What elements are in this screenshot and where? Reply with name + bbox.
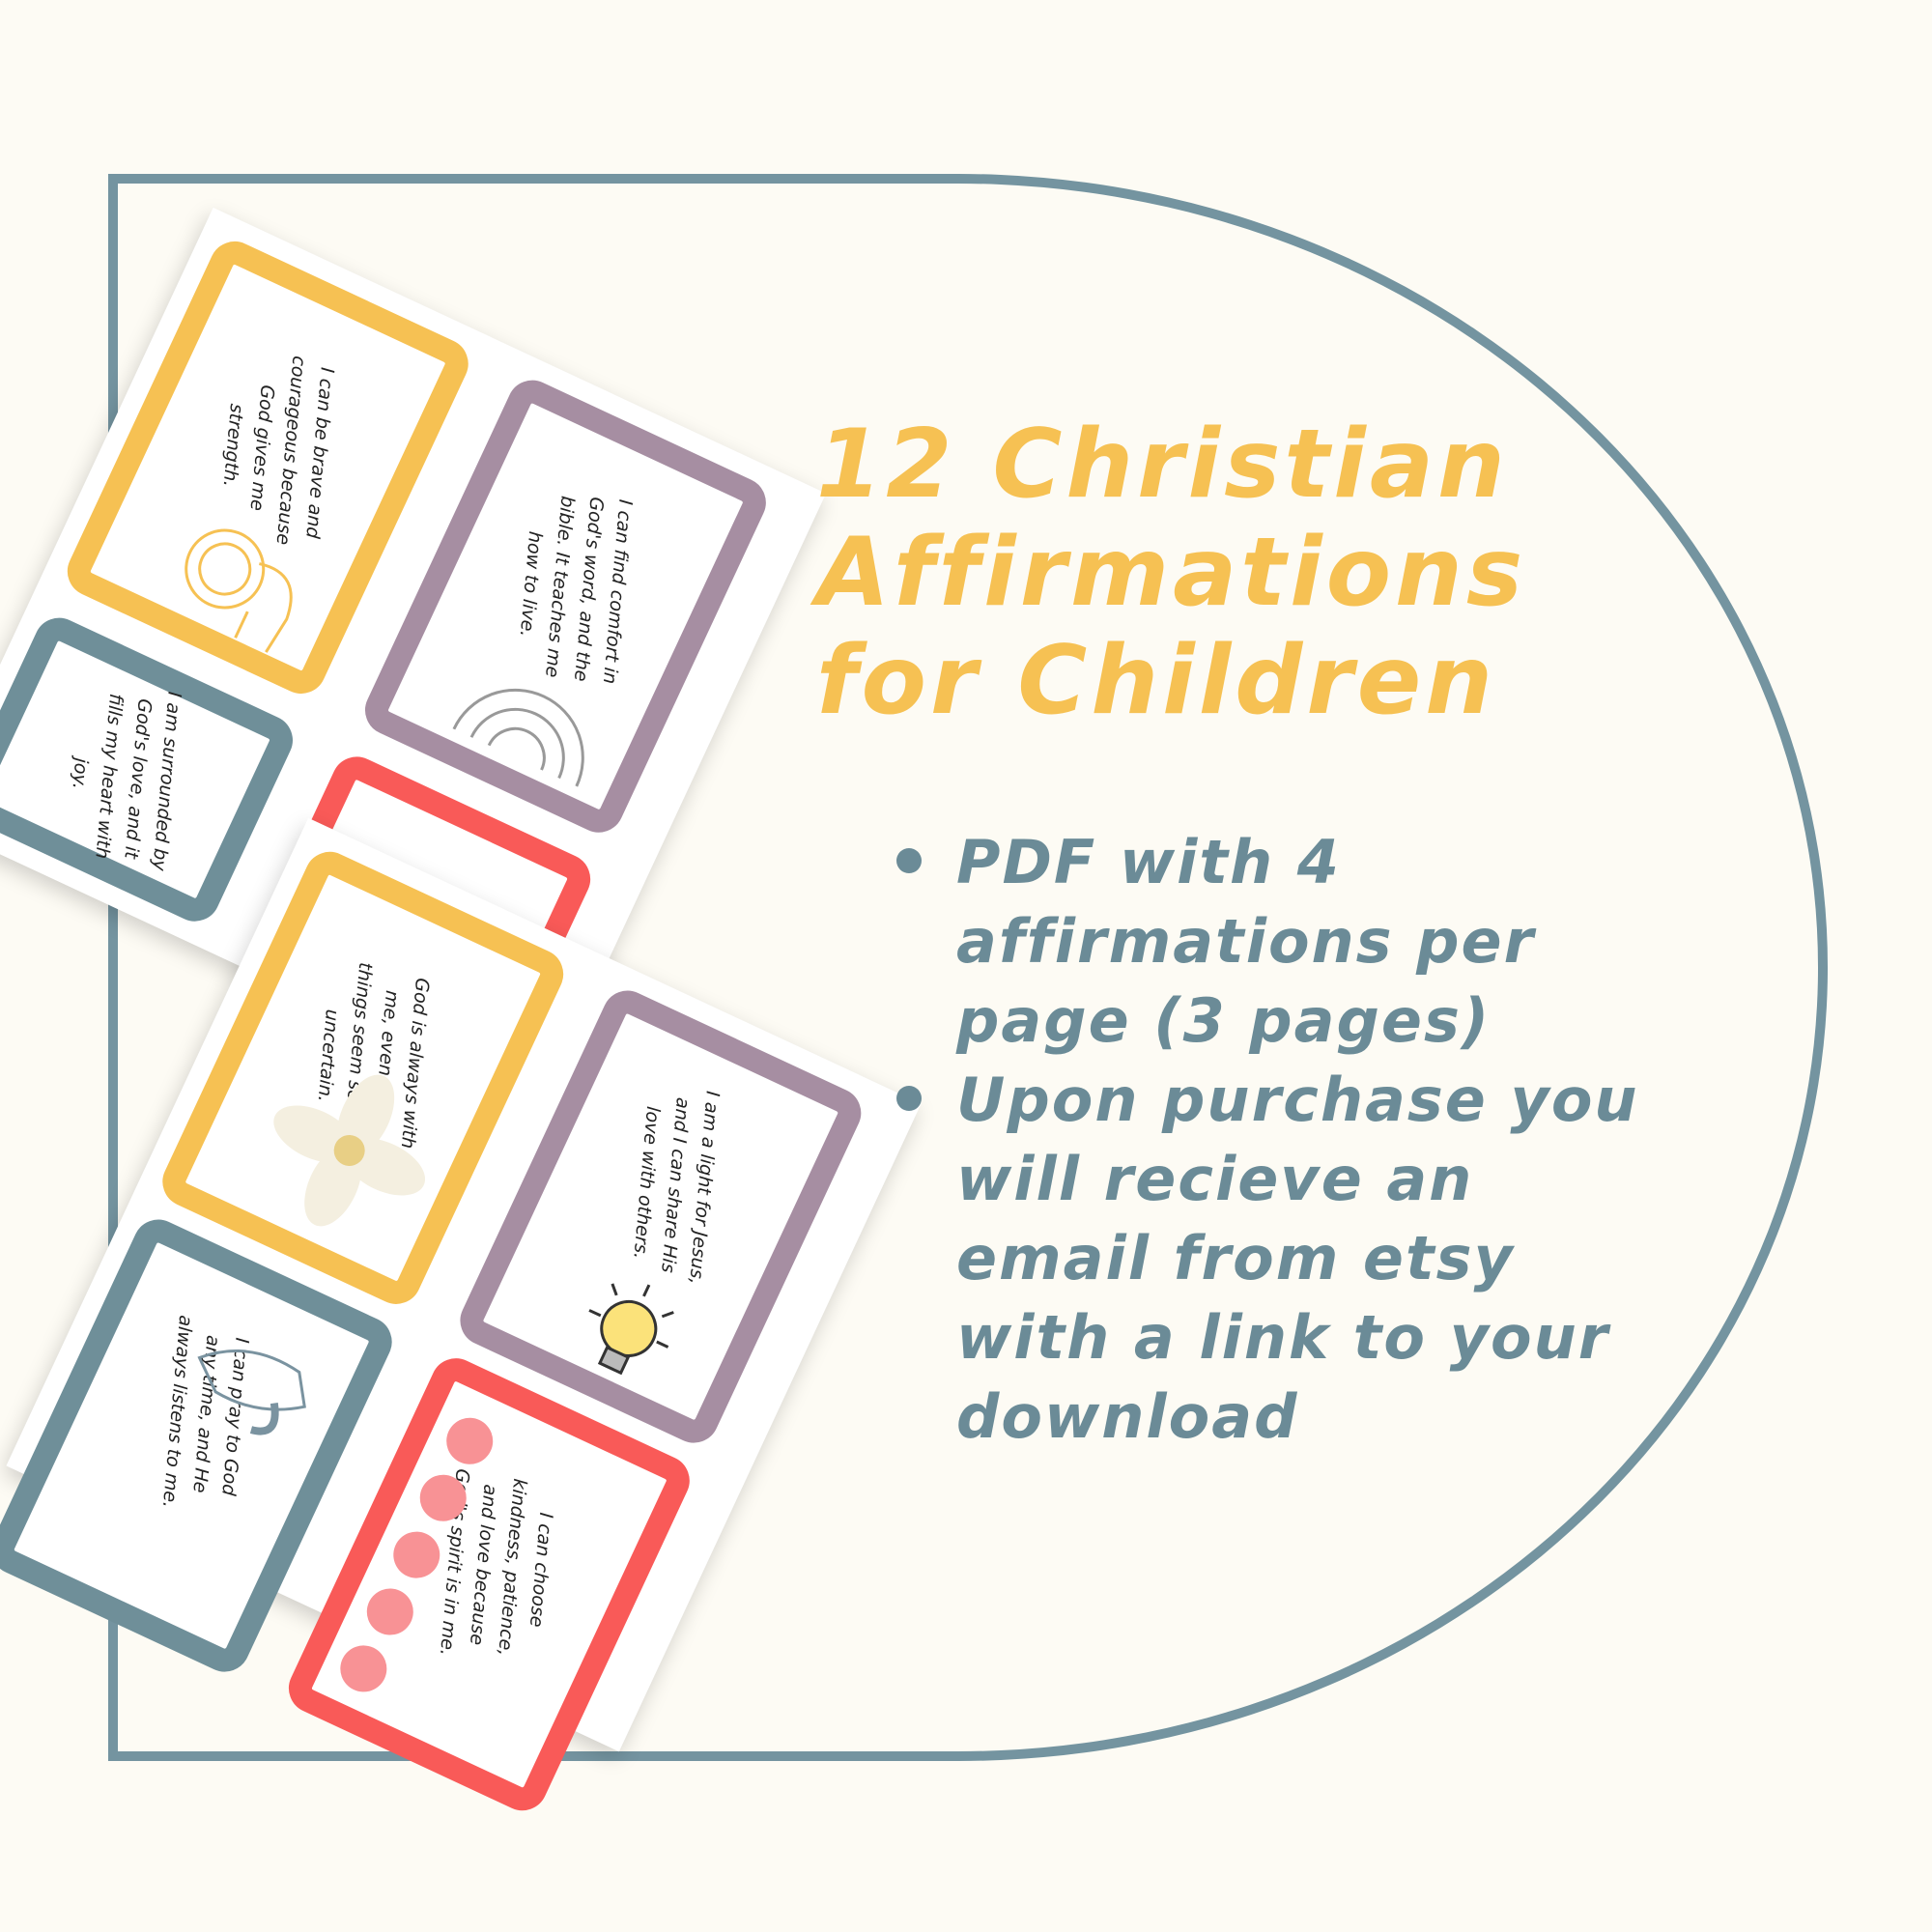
- affirmation-sheet-top: I can be brave and courageous because Go…: [0, 207, 827, 1107]
- lightbulb-icon: [588, 1283, 674, 1376]
- card-text: I am surrounded by God's love, and it fi…: [68, 691, 185, 872]
- card-text: I am a light for Jesus, and I can share …: [629, 1090, 724, 1286]
- daisy-icon: [273, 1074, 426, 1227]
- affirmation-card-brave: I can be brave and courageous because Go…: [59, 233, 477, 702]
- title-line-2: Affirmations: [816, 518, 1527, 628]
- praying-hands-icon: [197, 1350, 306, 1435]
- feature-text: Upon purchase you will recieve an email …: [956, 1065, 1639, 1452]
- dots-icon: [340, 1417, 494, 1692]
- feature-item: Upon purchase you will recieve an email …: [894, 1061, 1666, 1457]
- affirmation-card-comfort: I can find comfort in God's word, and th…: [356, 372, 775, 841]
- affirmation-sheet-bottom: God is always with me, even when things …: [0, 817, 922, 1819]
- feature-list: PDF with 4 affirmations per page (3 page…: [894, 823, 1666, 1457]
- affirmation-card-light: I am a light for Jesus, and I can share …: [451, 982, 869, 1452]
- feature-item: PDF with 4 affirmations per page (3 page…: [894, 823, 1666, 1061]
- affirmation-card-kindness: I can choose kindness, patience, and lov…: [280, 1350, 698, 1819]
- bullet-dot-icon: [896, 1086, 922, 1111]
- title-line-1: 12 Christian: [816, 410, 1509, 520]
- affirmation-card-always: God is always with me, even when things …: [154, 843, 572, 1313]
- affirmation-card-pray: I can pray to God any time, and He alway…: [0, 1210, 401, 1681]
- rainbow-icon: [452, 688, 584, 787]
- card-text: I can find comfort in God's word, and th…: [515, 495, 637, 686]
- title-line-3: for Children: [816, 626, 1496, 736]
- bullet-dot-icon: [896, 848, 922, 873]
- arch-frame: [108, 174, 1828, 1761]
- page-title: 12 Christian Affirmations for Children: [816, 411, 1782, 735]
- lion-icon: [185, 528, 293, 653]
- feature-text: PDF with 4 affirmations per page (3 page…: [956, 827, 1536, 1056]
